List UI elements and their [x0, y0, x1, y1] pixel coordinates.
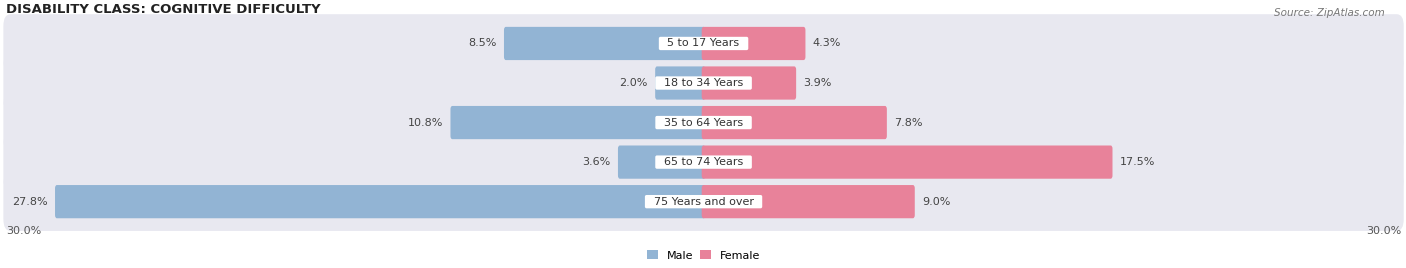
Text: 30.0%: 30.0%	[1367, 226, 1402, 236]
FancyBboxPatch shape	[450, 106, 706, 139]
Legend: Male, Female: Male, Female	[643, 246, 765, 265]
Text: Source: ZipAtlas.com: Source: ZipAtlas.com	[1274, 8, 1385, 18]
Text: 9.0%: 9.0%	[922, 197, 950, 207]
Text: 75 Years and over: 75 Years and over	[647, 197, 761, 207]
Text: 7.8%: 7.8%	[894, 118, 922, 128]
FancyBboxPatch shape	[619, 146, 706, 179]
Text: 18 to 34 Years: 18 to 34 Years	[657, 78, 751, 88]
FancyBboxPatch shape	[702, 146, 1112, 179]
Text: 3.9%: 3.9%	[804, 78, 832, 88]
FancyBboxPatch shape	[503, 27, 706, 60]
Text: DISABILITY CLASS: COGNITIVE DIFFICULTY: DISABILITY CLASS: COGNITIVE DIFFICULTY	[6, 3, 321, 16]
FancyBboxPatch shape	[3, 172, 1403, 231]
FancyBboxPatch shape	[702, 27, 806, 60]
Text: 10.8%: 10.8%	[408, 118, 443, 128]
FancyBboxPatch shape	[3, 93, 1403, 152]
Text: 2.0%: 2.0%	[620, 78, 648, 88]
FancyBboxPatch shape	[55, 185, 706, 218]
Text: 3.6%: 3.6%	[582, 157, 610, 167]
FancyBboxPatch shape	[655, 66, 706, 100]
Text: 5 to 17 Years: 5 to 17 Years	[661, 39, 747, 49]
FancyBboxPatch shape	[702, 106, 887, 139]
FancyBboxPatch shape	[3, 14, 1403, 73]
Text: 30.0%: 30.0%	[6, 226, 41, 236]
Text: 4.3%: 4.3%	[813, 39, 841, 49]
Text: 65 to 74 Years: 65 to 74 Years	[657, 157, 751, 167]
FancyBboxPatch shape	[3, 54, 1403, 112]
FancyBboxPatch shape	[702, 185, 915, 218]
Text: 8.5%: 8.5%	[468, 39, 496, 49]
FancyBboxPatch shape	[702, 66, 796, 100]
Text: 17.5%: 17.5%	[1121, 157, 1156, 167]
FancyBboxPatch shape	[3, 133, 1403, 191]
Text: 27.8%: 27.8%	[13, 197, 48, 207]
Text: 35 to 64 Years: 35 to 64 Years	[657, 118, 751, 128]
